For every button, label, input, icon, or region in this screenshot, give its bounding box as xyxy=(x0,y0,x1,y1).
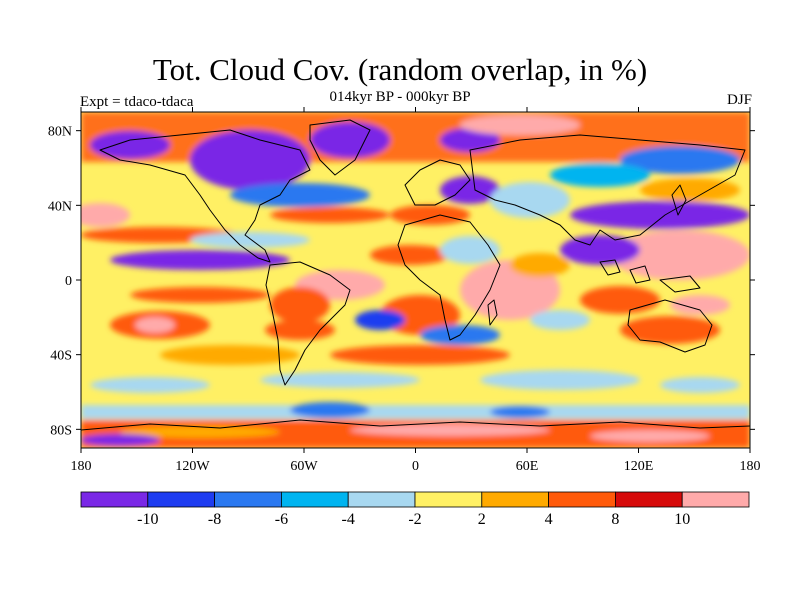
longitude-axis: 180 120W 60W 0 60E 120E 180 xyxy=(71,107,761,474)
lon-tick-label: 120E xyxy=(624,459,654,474)
colorbar-label: 10 xyxy=(674,511,690,528)
colorbar-swatch xyxy=(80,491,149,508)
colorbar-label: -2 xyxy=(408,511,421,528)
colorbar-swatch xyxy=(347,491,416,508)
lat-tick-label: 0 xyxy=(65,274,72,289)
cloud-anomaly-field xyxy=(81,112,750,448)
colorbar-swatch xyxy=(548,491,616,508)
colorbar: -10 -8 -6 -4 -2 2 4 8 10 xyxy=(80,491,750,528)
colorbar-label: -6 xyxy=(275,511,288,528)
lat-tick-label: 40N xyxy=(48,199,72,214)
colorbar-swatch xyxy=(481,491,549,508)
experiment-label: Expt = tdaco-tdaca xyxy=(80,94,194,110)
colorbar-label: 4 xyxy=(545,511,553,528)
colorbar-swatch xyxy=(147,491,216,508)
latitude-axis: 80N 40N 0 40S 80S xyxy=(48,125,755,438)
colorbar-swatch xyxy=(615,491,683,508)
map-subtitle: 014kyr BP - 000kyr BP xyxy=(329,89,471,105)
colorbar-label: -4 xyxy=(342,511,355,528)
lon-tick-label: 180 xyxy=(71,459,92,474)
lat-tick-label: 80N xyxy=(48,125,72,140)
map-title: Tot. Cloud Cov. (random overlap, in %) xyxy=(152,52,648,87)
lon-tick-label: 180 xyxy=(740,459,761,474)
lat-tick-label: 80S xyxy=(50,423,72,438)
colorbar-swatch xyxy=(681,491,750,508)
lon-tick-label: 60W xyxy=(290,459,318,474)
colorbar-swatch xyxy=(280,491,349,508)
lon-tick-label: 120W xyxy=(175,459,210,474)
colorbar-label: 8 xyxy=(611,511,619,528)
colorbar-label: -8 xyxy=(208,511,221,528)
colorbar-swatch xyxy=(214,491,282,508)
colorbar-swatch xyxy=(414,491,483,508)
lat-tick-label: 40S xyxy=(50,349,72,364)
lon-tick-label: 0 xyxy=(412,459,419,474)
colorbar-label: 2 xyxy=(478,511,486,528)
coastlines xyxy=(81,119,750,431)
season-label: DJF xyxy=(726,92,752,108)
lon-tick-label: 60E xyxy=(516,459,539,474)
colorbar-label: -10 xyxy=(137,511,158,528)
